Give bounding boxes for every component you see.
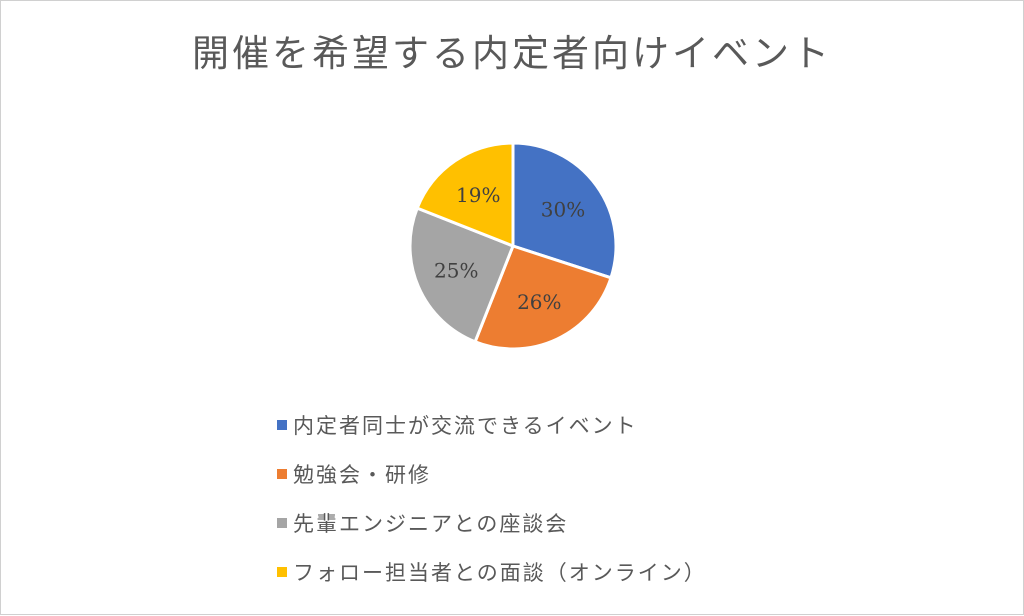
legend-item-2: 先輩エンジニアとの座談会 bbox=[277, 505, 797, 540]
legend: 内定者同士が交流できるイベント 勉強会・研修 先輩エンジニアとの座談会 フォロー… bbox=[277, 407, 797, 603]
legend-item-1: 勉強会・研修 bbox=[277, 456, 797, 491]
legend-label-1: 勉強会・研修 bbox=[293, 462, 431, 487]
pie-slice-3 bbox=[415, 141, 515, 248]
pie-data-label-2: 25% bbox=[434, 259, 478, 283]
pie-slice-0 bbox=[511, 141, 618, 280]
legend-label-0: 内定者同士が交流できるイベント bbox=[293, 413, 638, 438]
chart-title: 開催を希望する内定者向けイベント bbox=[192, 32, 832, 75]
legend-swatch-2 bbox=[277, 517, 287, 528]
legend-label-2: 先輩エンジニアとの座談会 bbox=[293, 511, 569, 536]
pie-slices bbox=[408, 141, 618, 351]
legend-swatch-3 bbox=[277, 566, 287, 577]
pie-slice-2 bbox=[408, 206, 515, 344]
pie-slice-1 bbox=[473, 244, 613, 351]
pie-data-label-3: 19% bbox=[456, 183, 500, 207]
legend-item-3: フォロー担当者との面談（オンライン） bbox=[277, 554, 797, 589]
legend-item-0: 内定者同士が交流できるイベント bbox=[277, 407, 797, 442]
pie-data-labels: 30% 26% 25% 19% bbox=[434, 183, 585, 314]
pie-data-label-0: 30% bbox=[541, 198, 585, 222]
pie-data-label-1: 26% bbox=[517, 290, 561, 314]
legend-swatch-0 bbox=[277, 419, 287, 430]
legend-label-3: フォロー担当者との面談（オンライン） bbox=[293, 560, 707, 585]
legend-swatch-1 bbox=[277, 468, 287, 479]
